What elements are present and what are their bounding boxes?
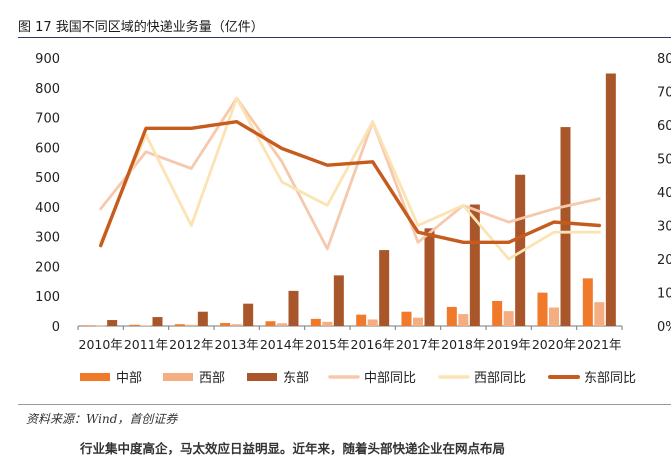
bar-eastern — [379, 250, 390, 326]
bar-eastern — [152, 317, 163, 326]
bar-central — [174, 324, 185, 326]
bar-eastern — [560, 127, 571, 326]
line-central-yoy — [99, 96, 601, 251]
bar-central — [265, 321, 276, 326]
bar-central — [401, 311, 412, 326]
legend-swatch — [163, 373, 193, 381]
legend-swatch — [80, 373, 110, 381]
x-tick-label: 2012年 — [169, 337, 213, 352]
x-tick-label: 2018年 — [441, 337, 485, 352]
bar-eastern — [424, 228, 435, 326]
x-tick-label: 2019年 — [487, 337, 531, 352]
y-right-tick-label: 40% — [657, 186, 671, 201]
x-tick-label: 2020年 — [532, 337, 576, 352]
bar-eastern — [605, 73, 616, 327]
bar-western — [322, 321, 333, 326]
y-left-tick-label: 500 — [35, 171, 60, 186]
bar-central — [220, 323, 231, 326]
title-divider — [18, 37, 671, 38]
y-right-tick-label: 10% — [657, 287, 671, 302]
bar-central — [356, 314, 367, 326]
bar-western — [186, 324, 197, 326]
legend-label: 中部同比 — [364, 371, 416, 386]
legend-label: 东部 — [283, 371, 309, 386]
bar-western — [458, 314, 469, 326]
bar-eastern — [515, 174, 526, 326]
y-left-tick-label: 300 — [35, 231, 60, 246]
y-left-tick-label: 400 — [35, 201, 60, 216]
bar-eastern — [197, 311, 208, 326]
legend-label: 中部 — [116, 371, 142, 386]
legend-label: 西部同比 — [474, 371, 526, 386]
legend-swatch — [247, 373, 277, 381]
y-right-tick-label: 60% — [657, 119, 671, 134]
y-left-tick-label: 200 — [35, 260, 60, 275]
y-left-tick-label: 100 — [35, 290, 60, 305]
bar-central — [310, 318, 321, 326]
bar-eastern — [469, 204, 480, 326]
y-left-tick-label: 800 — [35, 82, 60, 97]
x-tick-label: 2017年 — [396, 337, 440, 352]
bar-western — [503, 311, 514, 326]
bar-central — [129, 324, 140, 326]
source-divider — [18, 404, 671, 405]
bar-central — [446, 306, 457, 326]
x-tick-label: 2014年 — [260, 337, 304, 352]
bar-eastern — [333, 275, 344, 326]
bar-central — [492, 300, 503, 326]
bar-western — [549, 307, 559, 326]
x-tick-label: 2015年 — [305, 337, 349, 352]
bar-western — [367, 319, 378, 326]
bar-central — [537, 292, 548, 326]
y-left-tick-label: 0 — [52, 320, 60, 335]
bar-eastern — [288, 290, 299, 326]
y-right-tick-label: 30% — [657, 220, 671, 235]
y-left-tick-label: 600 — [35, 141, 60, 156]
x-tick-label: 2016年 — [351, 337, 395, 352]
y-left-tick-label: 700 — [35, 112, 60, 127]
bar-western — [95, 325, 106, 327]
bar-eastern — [107, 320, 118, 326]
line-eastern-yoy — [98, 119, 601, 248]
bar-western — [141, 325, 151, 326]
bar-western — [594, 302, 605, 326]
bar-western — [413, 317, 423, 326]
chart-title: 图 17 我国不同区域的快递业务量（亿件） — [18, 20, 264, 35]
y-left-tick-label: 900 — [35, 52, 60, 67]
legend-label: 西部 — [199, 371, 225, 386]
source-note: 资料来源：Wind，首创证券 — [26, 412, 178, 426]
x-tick-label: 2021年 — [577, 337, 621, 352]
bar-central — [582, 278, 593, 326]
chart-canvas: 0 100 200 300 400 500 600 700 800 900 0% 10% 20% 30% 4… — [35, 52, 671, 386]
bar-central — [84, 325, 95, 326]
y-right-tick-label: 80% — [657, 52, 671, 67]
x-tick-label: 2011年 — [124, 337, 168, 352]
y-right-tick-label: 70% — [657, 86, 671, 101]
bar-eastern — [243, 303, 254, 326]
y-right-tick-label: 50% — [657, 153, 671, 168]
x-tick-label: 2010年 — [79, 337, 123, 352]
bar-western — [277, 323, 287, 326]
bar-western — [231, 324, 242, 326]
y-right-tick-label: 0% — [657, 320, 671, 335]
y-right-tick-label: 20% — [657, 253, 671, 268]
legend-label: 东部同比 — [584, 371, 636, 386]
x-tick-label: 2013年 — [215, 337, 259, 352]
